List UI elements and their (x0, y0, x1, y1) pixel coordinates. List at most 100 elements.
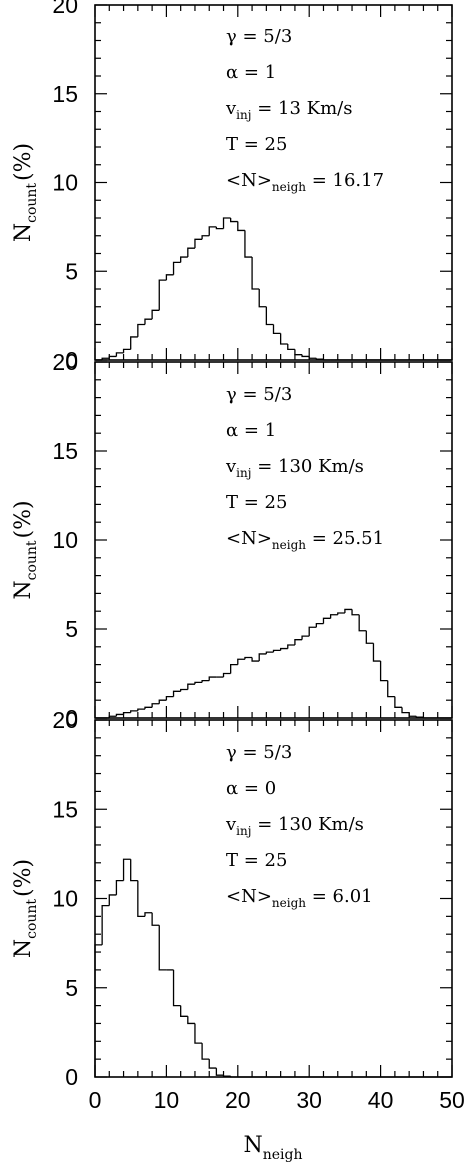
histogram-bin (101, 904, 110, 945)
annotation-alpha-equals: = (238, 778, 265, 799)
annotation-mean-neigh-equals: = (306, 528, 333, 549)
annotation-mean-neigh-equals: = (306, 886, 333, 907)
histogram-bin (237, 221, 245, 232)
annotation-mean-neigh-value: 16.17 (333, 170, 385, 191)
histogram-bin (137, 708, 145, 711)
annotation-gamma-equals: = (237, 384, 264, 405)
histogram-bin (165, 695, 174, 701)
annotation-temperature: T = 25 (226, 850, 287, 871)
histogram-bin (272, 324, 281, 335)
histogram-bin (122, 712, 131, 715)
histogram-bin (272, 649, 281, 653)
x-tick-label: 20 (225, 1087, 251, 1113)
y-tick-label: 0 (65, 347, 78, 373)
annotation-vinj-equals: = (251, 814, 278, 835)
histogram-bin (301, 635, 310, 640)
histogram-bin (94, 944, 103, 1077)
histogram-bin (308, 356, 317, 359)
histogram-bin (379, 661, 388, 682)
histogram-bin (158, 699, 167, 704)
annotation-vinj-value: 130 Km/s (278, 456, 364, 477)
annotation-gamma-value: 5/3 (263, 742, 292, 763)
y-axis-title: Ncount (%) (11, 143, 40, 242)
histogram-bin (108, 355, 117, 359)
histogram-bin (187, 683, 195, 690)
histogram-bin (187, 247, 195, 258)
histogram-bin (180, 1005, 188, 1017)
histogram-bin (215, 226, 224, 230)
annotation-vinj: vinj = 13 Km/s (225, 98, 352, 122)
y-tick-label: 5 (65, 975, 78, 1001)
annotation-gamma-value: 5/3 (263, 26, 292, 47)
y-axis-title-main: N (11, 223, 36, 242)
histogram-bin (137, 323, 145, 337)
histogram-bin (180, 688, 188, 692)
annotation-vinj-symbol: v (225, 456, 237, 477)
y-axis-title-unit: (%) (11, 500, 36, 538)
histogram-panel-1: 0 5 10 15 20 Ncount (%) γ = 5/3 α = 1 vinj = 13 K… (11, 0, 453, 373)
y-tick-label: 15 (52, 81, 78, 107)
annotation-temperature-value: 25 (265, 134, 288, 155)
x-tick-label: 50 (439, 1087, 465, 1113)
annotation-gamma-symbol: γ (226, 742, 237, 763)
histogram-bin (194, 1023, 203, 1044)
histogram-bin (151, 912, 160, 926)
histogram-bin (165, 274, 174, 281)
annotation-alpha: α = 0 (226, 778, 276, 799)
histogram-bin (144, 318, 153, 325)
annotation-mean-neigh-symbol: <N> (226, 170, 272, 191)
histogram-bin (365, 630, 374, 644)
annotation-mean-neigh: <N>neigh = 16.17 (226, 170, 384, 194)
histogram-bin (265, 306, 274, 326)
annotation-gamma: γ = 5/3 (226, 742, 292, 763)
y-tick-label: 20 (52, 707, 78, 733)
annotation-vinj-subscript: inj (236, 824, 251, 838)
y-tick-label: 0 (65, 705, 78, 731)
histogram-bin (415, 716, 424, 718)
histogram-bin (194, 238, 203, 249)
y-tick-label: 10 (52, 170, 78, 196)
histogram-bin (151, 309, 160, 320)
annotation-vinj-equals: = (251, 456, 278, 477)
histogram-bin (279, 647, 288, 651)
histogram-bin (172, 690, 181, 697)
annotation-vinj: vinj = 130 Km/s (225, 814, 364, 838)
x-axis-title: Nneigh (243, 1133, 302, 1163)
annotation-gamma-symbol: γ (226, 26, 237, 47)
histogram-bin (137, 880, 145, 917)
annotation-gamma-equals: = (237, 26, 264, 47)
histogram-bin (322, 617, 331, 624)
annotation-gamma-value: 5/3 (263, 384, 292, 405)
annotation-alpha: α = 1 (226, 62, 276, 83)
histogram-bin (201, 235, 210, 240)
histogram-bin (180, 256, 188, 263)
histogram-bin (265, 651, 274, 654)
annotation-temperature-equals: = (238, 492, 265, 513)
histogram-bin (108, 715, 117, 718)
histogram-bin (301, 354, 310, 358)
annotation-vinj-symbol: v (225, 814, 237, 835)
annotation-alpha: α = 1 (226, 420, 276, 441)
histogram-bin (194, 681, 203, 685)
y-axis-title-main: N (11, 580, 36, 599)
x-tick-label: 30 (296, 1087, 322, 1113)
annotation-gamma-equals: = (237, 742, 264, 763)
histogram-bin (329, 614, 338, 619)
histogram-bin (222, 217, 231, 229)
x-axis-title-main: N (243, 1133, 262, 1158)
histogram-bin (294, 349, 303, 356)
annotation-mean-neigh-value: 25.51 (333, 528, 385, 549)
histogram-bin (244, 230, 253, 258)
y-tick-label: 10 (52, 886, 78, 912)
annotation-alpha-symbol: α (226, 62, 238, 83)
annotation-alpha-equals: = (238, 62, 265, 83)
histogram-bin (201, 679, 210, 683)
annotation-temperature-symbol: T (226, 492, 238, 513)
histogram-bin (158, 925, 167, 971)
histogram-bin (351, 609, 360, 616)
histogram-bin (337, 612, 345, 615)
y-axis-title-sub: count (24, 183, 40, 223)
histogram-bin (130, 336, 138, 350)
